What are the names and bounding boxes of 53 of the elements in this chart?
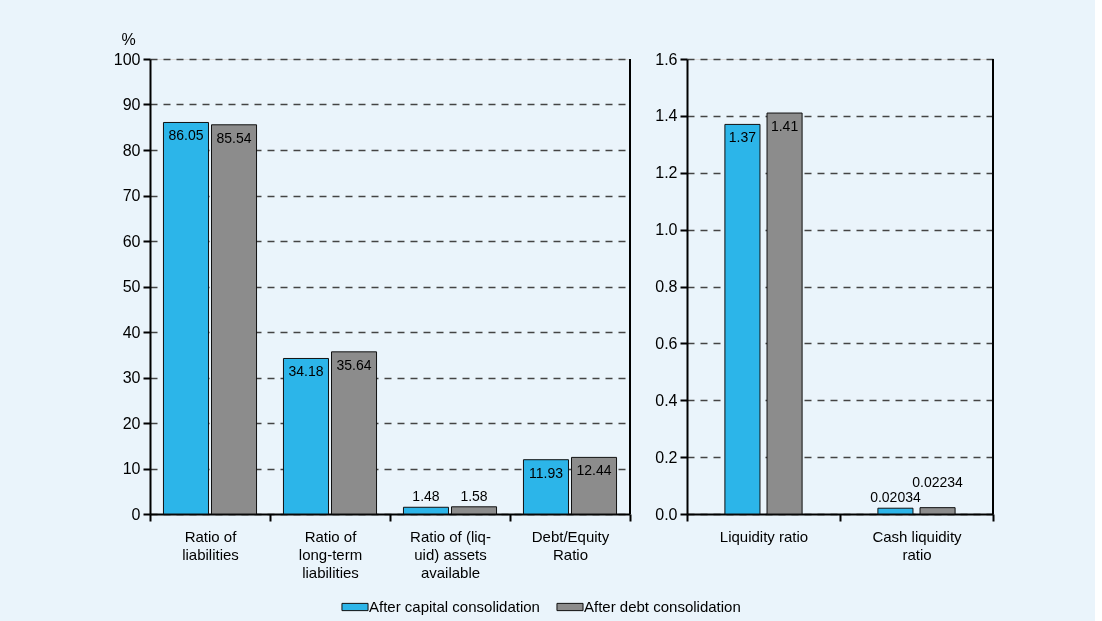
data-label: 34.18 xyxy=(288,363,324,380)
y-tick-label: 0.6 xyxy=(655,334,678,352)
data-label: 12.44 xyxy=(576,462,612,479)
y-tick-label: 0.0 xyxy=(655,505,678,523)
data-label: 1.58 xyxy=(460,487,488,504)
data-label: 1.41 xyxy=(770,118,799,135)
y-tick-label: 0.8 xyxy=(655,278,678,295)
bar xyxy=(451,506,498,515)
y-tick-label: 1.4 xyxy=(655,107,678,125)
y-tick-label: 60 xyxy=(122,232,141,250)
bar xyxy=(331,351,378,515)
bar xyxy=(877,507,914,515)
y-tick-label: 1.0 xyxy=(655,221,678,239)
x-tick-label: Cash liquidity ratio xyxy=(872,527,963,563)
y-tick-label: 50 xyxy=(122,278,141,295)
bar xyxy=(724,123,761,515)
x-tick-label: Ratio of (liq- uid) assets available xyxy=(410,527,491,581)
y-axis-title: % xyxy=(121,30,136,48)
y-tick-label: 70 xyxy=(122,187,141,204)
bar xyxy=(571,456,618,515)
data-label: 11.93 xyxy=(528,464,564,481)
y-tick-label: 40 xyxy=(122,323,141,341)
data-label: 35.64 xyxy=(336,356,372,373)
data-label: 0.02234 xyxy=(912,473,964,490)
bar xyxy=(766,112,803,515)
x-tick-label: Liquidity ratio xyxy=(719,527,809,545)
legend-label: After debt consolidation xyxy=(584,598,741,615)
bar xyxy=(919,507,956,515)
y-tick-label: 10 xyxy=(122,460,141,477)
y-tick-label: 20 xyxy=(122,414,141,432)
y-tick-label: 80 xyxy=(122,141,141,159)
data-label: 0.02034 xyxy=(870,489,921,506)
y-tick-label: 90 xyxy=(122,96,141,113)
bar xyxy=(282,357,329,515)
y-tick-label: 30 xyxy=(122,369,141,386)
bar xyxy=(522,459,569,515)
y-tick-label: 1.2 xyxy=(655,164,678,182)
data-label: 86.05 xyxy=(168,127,204,144)
legend-label: After capital consolidation xyxy=(369,598,540,615)
data-label: 1.48 xyxy=(412,488,440,505)
y-tick-label: 0.4 xyxy=(655,391,678,409)
y-tick-label: 100 xyxy=(113,50,141,68)
x-tick-label: Ratio of liabilities xyxy=(182,527,239,563)
bar xyxy=(211,124,258,515)
data-label: 1.37 xyxy=(728,129,757,146)
y-tick-label: 0.2 xyxy=(655,448,678,466)
data-label: 85.54 xyxy=(216,129,252,146)
y-tick-label: 1.6 xyxy=(655,50,678,68)
x-tick-label: Debt/Equity Ratio xyxy=(531,527,610,563)
bar xyxy=(402,506,449,515)
x-tick-label: Ratio of long-term liabilities xyxy=(298,527,363,581)
y-tick-label: 0 xyxy=(131,505,141,523)
bar xyxy=(162,121,209,515)
